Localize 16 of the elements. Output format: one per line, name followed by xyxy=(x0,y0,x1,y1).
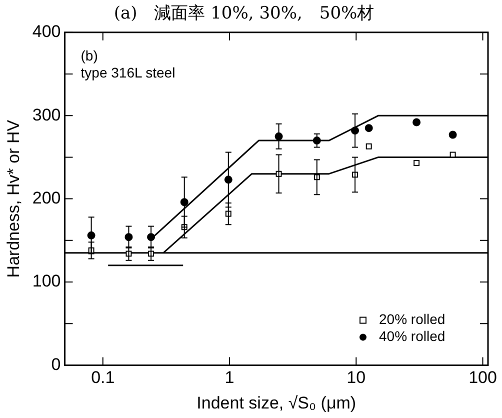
x-tick-label: 1 xyxy=(224,368,234,388)
x-tick-label: 100 xyxy=(468,368,497,388)
x-tick-label: 10 xyxy=(346,368,366,388)
legend-label: 40% rolled xyxy=(379,328,446,344)
y-tick-label: 400 xyxy=(32,22,61,42)
annotation: type 316L steel xyxy=(80,64,176,80)
chart-title: (a) 減面率 10%, 30%, 50%材 xyxy=(114,4,374,24)
x-axis-title: Indent size, √S₀ (μm) xyxy=(196,393,356,412)
y-axis-title: Hardness, Hv* or HV xyxy=(4,119,23,278)
legend-label: 20% rolled xyxy=(379,311,446,328)
y-tick-label: 0 xyxy=(51,354,61,374)
x-tick-label: 0.1 xyxy=(91,368,115,388)
y-tick-label: 100 xyxy=(32,272,61,291)
y-tick-label: 300 xyxy=(32,105,61,124)
y-tick-label: 200 xyxy=(32,188,61,208)
annotation: (b) xyxy=(80,47,98,64)
